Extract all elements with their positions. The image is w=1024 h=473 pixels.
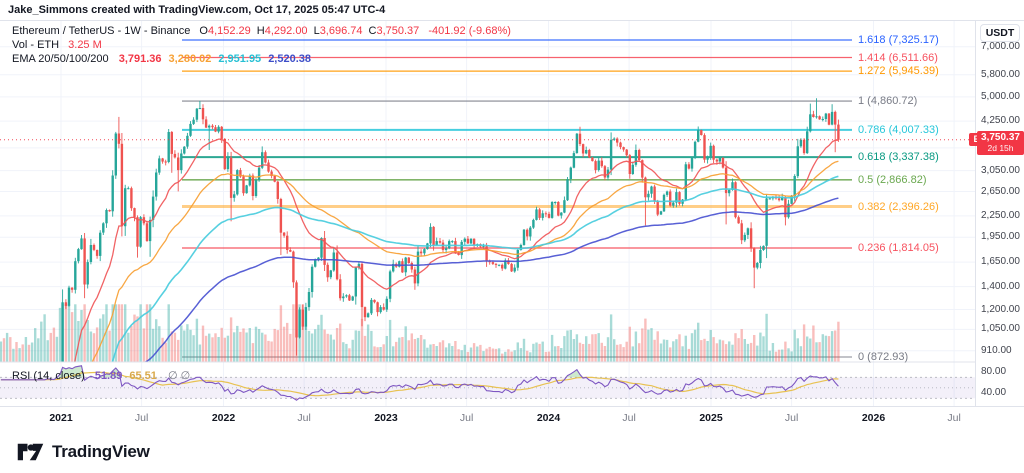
price-tick: 4,250.00 xyxy=(981,115,1020,127)
ohlc-value: 3,750.37 xyxy=(376,25,420,37)
rsi-label: RSI (14, close) xyxy=(12,370,85,382)
rsi-tick: 40.00 xyxy=(981,387,1007,398)
fib-label-0: 0 (872.93) xyxy=(858,351,909,363)
time-axis[interactable]: 2021 Jul 2022 Jul 2023 Jul 2024 Jul 2025 Jul 2026 J… xyxy=(0,406,1024,432)
fib-label-0.5: 0.5 (2,866.82) xyxy=(858,173,927,186)
price-tick: 1,650.00 xyxy=(981,256,1020,268)
price-tick: 1,050.00 xyxy=(981,323,1020,335)
fib-label-1.272: 1.272 (5,945.39) xyxy=(858,65,939,78)
price-axis-unit[interactable]: USDT xyxy=(980,24,1020,42)
ohlc-key: C xyxy=(368,25,377,37)
ohlc-key: H xyxy=(256,25,265,37)
time-tick-2025: 2025 xyxy=(699,412,723,424)
tradingview-brand-text: TradingView xyxy=(52,442,150,461)
fib-label-0.618: 0.618 (3,337.38) xyxy=(858,151,939,164)
legend-volume-row[interactable]: Vol - ETH 3.25 M xyxy=(12,39,102,52)
attribution-text: Jake_Simmons created with TradingView.co… xyxy=(8,4,386,16)
bar-countdown: 2d 15h xyxy=(987,142,1014,153)
rsi-empty-band-icons: ∅ ∅ xyxy=(167,370,191,382)
ohlc-key: L xyxy=(313,25,320,37)
price-tick: 910.00 xyxy=(981,344,1012,356)
time-tick-jul: Jul xyxy=(784,412,799,424)
ema-value: 2,951.95 xyxy=(218,53,262,65)
ema-value: 2,520.38 xyxy=(268,53,312,65)
price-tick: 1,400.00 xyxy=(981,280,1020,292)
volume-value: 3.25 M xyxy=(68,39,102,51)
ohlc-value: 4,292.00 xyxy=(264,25,308,37)
volume-label: Vol - ETH xyxy=(12,39,60,51)
last-price-badge: 3,750.37 2d 15h xyxy=(977,130,1024,155)
fib-label-0.236: 0.236 (1,814.05) xyxy=(858,242,939,254)
price-tick: 5,000.00 xyxy=(981,90,1020,102)
ohlc-values: O4,152.29 H4,292.00 L3,696.74 C3,750.37 xyxy=(193,25,419,37)
price-tick: 2,650.00 xyxy=(981,185,1020,197)
time-tick-2021: 2021 xyxy=(49,412,73,424)
tradingview-logo-icon xyxy=(17,443,44,461)
last-price-value: 3,750.37 xyxy=(981,131,1020,143)
ohlc-value: 4,152.29 xyxy=(207,25,251,37)
legend-ema-row[interactable]: EMA 20/50/100/200 3,791.36 3,280.02 2,951.… xyxy=(12,53,311,66)
ema-value: 3,791.36 xyxy=(118,53,162,65)
price-axis[interactable]: USDT 7,000.00 5,800.00 5,000.00 4,250.00 3,0… xyxy=(975,21,1024,407)
price-tick: 2,250.00 xyxy=(981,209,1020,221)
change-value: -401.92 (-9.68%) xyxy=(428,25,511,37)
time-tick-jul: Jul xyxy=(622,412,636,424)
tradingview-logo-link[interactable]: TradingView xyxy=(17,441,150,463)
price-tick: 3,050.00 xyxy=(981,164,1020,176)
time-tick-jul: Jul xyxy=(134,412,149,424)
rsi-tick: 80.00 xyxy=(981,366,1007,377)
rsi-value: 65.51 xyxy=(129,370,157,382)
footer-bar: TradingView xyxy=(0,431,1024,473)
ema-label: EMA 20/50/100/200 xyxy=(12,53,109,65)
chart-frame: Ethereum / TetherUS - 1W - Binance O4,15… xyxy=(0,20,1024,432)
fib-label-0.786: 0.786 (4,007.33) xyxy=(858,123,939,136)
time-tick-jul: Jul xyxy=(947,412,961,424)
fib-label-0.382: 0.382 (2,396.26) xyxy=(858,200,939,213)
fib-label-1.414: 1.414 (6,511.66) xyxy=(858,51,938,64)
time-tick-2022: 2022 xyxy=(211,412,236,424)
ohlc-value: 3,696.74 xyxy=(319,25,363,37)
price-tick: 7,000.00 xyxy=(981,40,1020,52)
fib-label-1.618: 1.618 (7,325.17) xyxy=(858,34,939,46)
legend-symbol-row[interactable]: Ethereum / TetherUS - 1W - Binance O4,15… xyxy=(12,25,511,38)
price-tick: 1,200.00 xyxy=(981,303,1020,315)
time-tick-2026: 2026 xyxy=(861,412,886,424)
fib-label-1: 1 (4,860.72) xyxy=(858,95,918,108)
price-tick: 1,950.00 xyxy=(981,231,1020,243)
ema-values: 3,791.36 3,280.02 2,951.95 2,520.38 xyxy=(112,53,311,65)
rsi-values: 51.89 65.51 xyxy=(88,370,157,382)
rsi-value: 51.89 xyxy=(94,370,123,382)
time-tick-jul: Jul xyxy=(459,412,474,424)
time-tick-2023: 2023 xyxy=(374,412,398,424)
price-tick: 5,800.00 xyxy=(981,68,1020,80)
legend-rsi-row[interactable]: RSI (14, close) 51.89 65.51 ∅ ∅ xyxy=(12,370,190,383)
symbol-title[interactable]: Ethereum / TetherUS - 1W - Binance xyxy=(12,25,191,37)
time-tick-2024: 2024 xyxy=(536,412,561,424)
ema-value: 3,280.02 xyxy=(168,53,212,65)
time-tick-jul: Jul xyxy=(297,412,311,424)
ohlc-key: O xyxy=(199,25,208,37)
price-chart-canvas[interactable] xyxy=(0,21,975,407)
